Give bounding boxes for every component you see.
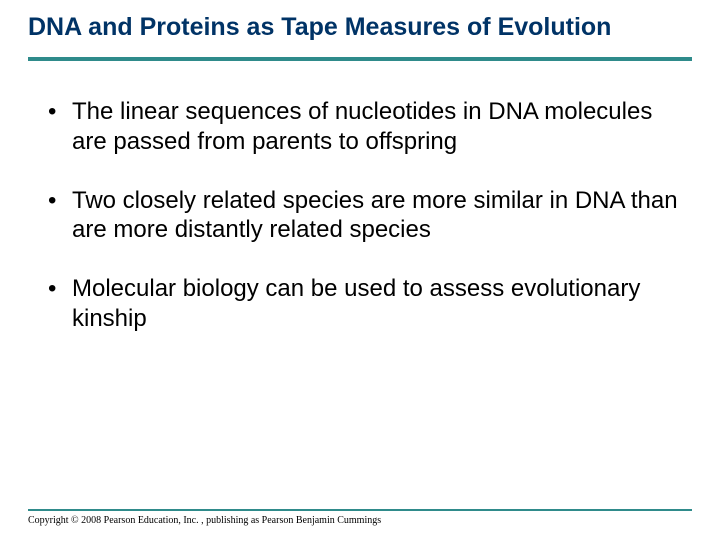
- bullet-item: The linear sequences of nucleotides in D…: [48, 97, 692, 156]
- bullet-item: Two closely related species are more sim…: [48, 186, 692, 245]
- footer: Copyright © 2008 Pearson Education, Inc.…: [28, 509, 692, 526]
- bullet-list: The linear sequences of nucleotides in D…: [28, 97, 692, 333]
- bullet-item: Molecular biology can be used to assess …: [48, 274, 692, 333]
- slide-title: DNA and Proteins as Tape Measures of Evo…: [28, 12, 692, 43]
- copyright-text: Copyright © 2008 Pearson Education, Inc.…: [28, 515, 692, 526]
- slide: DNA and Proteins as Tape Measures of Evo…: [0, 0, 720, 540]
- divider-top: [28, 57, 692, 61]
- divider-bottom: [28, 509, 692, 511]
